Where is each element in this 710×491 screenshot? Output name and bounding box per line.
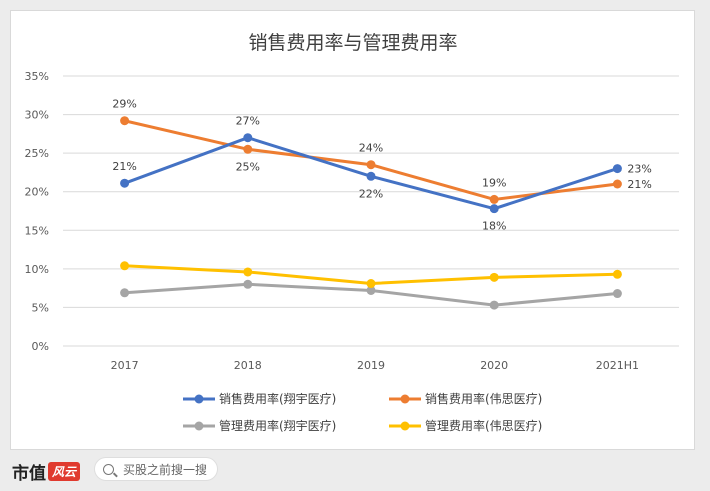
legend-entry: 销售费用率(翔宇医疗) (219, 391, 336, 406)
data-point (366, 285, 376, 295)
data-label: 18% (482, 220, 506, 233)
legend-swatch-marker (400, 421, 410, 431)
data-point (243, 144, 253, 154)
data-label: 19% (482, 176, 506, 189)
chart-card: 销售费用率与管理费用率 0% 5% 10% 15% 20% 25% 30% 35% 2017 201… (10, 10, 695, 450)
legend-swatch-marker (194, 421, 204, 431)
y-tick-label: 15% (25, 224, 49, 237)
legend-swatch-marker (194, 394, 204, 404)
brand-text: 市值 (12, 464, 46, 484)
brand-logo[interactable]: 市值 风云 (12, 459, 81, 484)
data-label: 29% (112, 98, 136, 111)
chart-title: 销售费用率与管理费用率 (248, 32, 457, 54)
x-tick-label: 2018 (234, 359, 262, 372)
legend-entry: 销售费用率(伟思医疗) (425, 391, 542, 406)
data-label: 23% (627, 163, 651, 176)
data-point (120, 261, 130, 271)
footer-bar: 市值 风云 买股之前搜一搜 (0, 452, 710, 491)
x-tick-label: 2017 (111, 359, 139, 372)
data-label: 27% (236, 115, 260, 128)
data-point (612, 179, 622, 189)
data-point (243, 133, 253, 143)
data-point (489, 204, 499, 214)
data-label: 22% (359, 187, 383, 200)
data-label: 21% (112, 160, 136, 173)
data-point (489, 272, 499, 282)
legend-swatch-marker (400, 394, 410, 404)
x-tick-label: 2020 (480, 359, 508, 372)
line-chart: 销售费用率与管理费用率 0% 5% 10% 15% 20% 25% 30% 35% 2017 201… (25, 32, 679, 433)
data-point (243, 267, 253, 277)
data-point (120, 178, 130, 188)
y-tick-label: 35% (25, 70, 49, 83)
data-point (612, 289, 622, 299)
data-label: 24% (359, 142, 383, 155)
data-point (120, 116, 130, 126)
y-tick-label: 0% (32, 340, 49, 353)
y-tick-label: 25% (25, 147, 49, 160)
data-point (120, 288, 130, 298)
data-point (489, 194, 499, 204)
y-tick-label: 30% (25, 109, 49, 122)
data-point (243, 279, 253, 289)
data-point (366, 279, 376, 289)
legend-entry: 管理费用率(翔宇医疗) (219, 418, 336, 433)
x-tick-label: 2021H1 (596, 359, 639, 372)
data-label: 25% (236, 160, 260, 173)
brand-script: 风云 (48, 462, 81, 481)
legend-entry: 管理费用率(伟思医疗) (425, 418, 542, 433)
data-point (366, 160, 376, 170)
data-point (612, 269, 622, 279)
search-placeholder: 买股之前搜一搜 (123, 462, 208, 477)
data-point (612, 164, 622, 174)
search-icon (103, 463, 114, 475)
y-tick-label: 10% (25, 263, 49, 276)
y-tick-label: 5% (32, 301, 49, 314)
data-label: 21% (627, 178, 651, 191)
data-point (489, 300, 499, 310)
y-tick-label: 20% (25, 186, 49, 199)
x-tick-label: 2019 (357, 359, 385, 372)
data-point (366, 171, 376, 181)
search-box[interactable]: 买股之前搜一搜 (94, 457, 218, 481)
